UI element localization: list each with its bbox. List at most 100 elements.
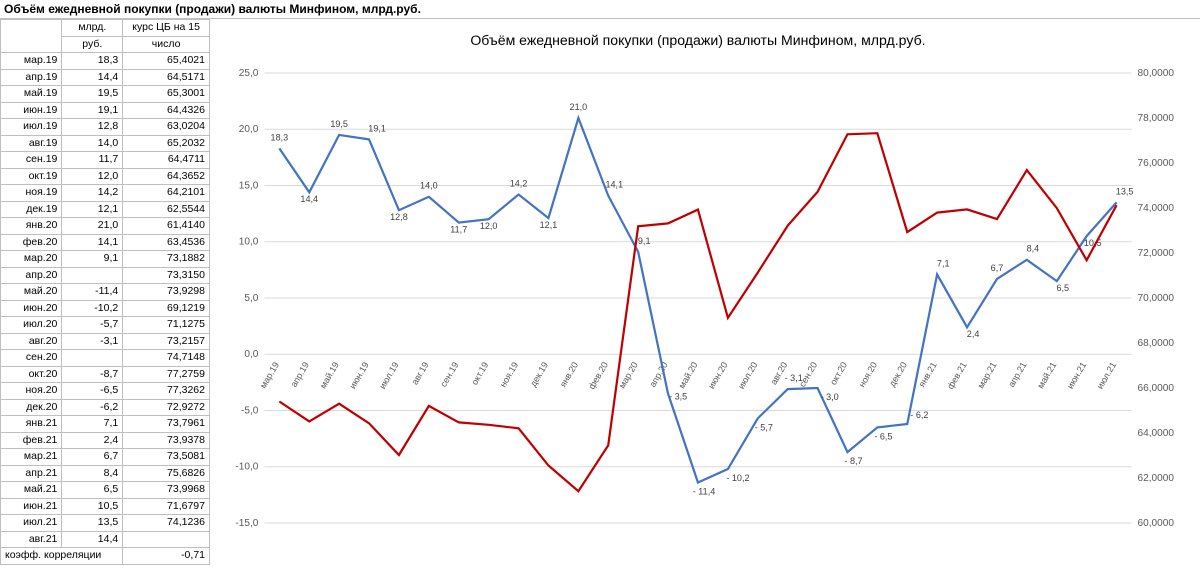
table-cell: 11,7 (62, 152, 123, 169)
y1-tick-label: -5,0 (241, 406, 259, 417)
x-tick-label: май.19 (318, 360, 341, 390)
table-cell: -6,5 (62, 383, 123, 400)
y1-tick-label: 20,0 (239, 124, 259, 135)
table-cell: 13,5 (62, 515, 123, 532)
table-cell: апр.20 (1, 267, 62, 284)
data-label: - 10,2 (726, 473, 749, 483)
table-row: мар.216,773,5081 (1, 449, 210, 466)
x-tick-label: ноя.20 (857, 360, 879, 389)
table-cell: 77,2759 (123, 366, 210, 383)
table-row: апр.1914,464,5171 (1, 69, 210, 86)
table-cell: 14,1 (62, 234, 123, 251)
table-row: ноя.20-6,577,3262 (1, 383, 210, 400)
table-cell: -3,1 (62, 333, 123, 350)
table-cell: 64,5171 (123, 69, 210, 86)
table-cell: янв.20 (1, 218, 62, 235)
table-cell: 12,8 (62, 119, 123, 136)
table-cell: 77,3262 (123, 383, 210, 400)
table-row: ноя.1914,264,2101 (1, 185, 210, 202)
table-cell: 63,4536 (123, 234, 210, 251)
table-cell: 64,2101 (123, 185, 210, 202)
table-cell: июн.19 (1, 102, 62, 119)
data-label: 14,0 (420, 181, 438, 191)
data-label: - 5,7 (755, 422, 773, 432)
table-cell (123, 531, 210, 548)
correlation-row: коэфф. корреляции-0,71 (1, 548, 210, 565)
y1-tick-label: 25,0 (239, 68, 259, 79)
table-cell: 71,1275 (123, 317, 210, 334)
y1-tick-label: -10,0 (235, 462, 258, 473)
page-title: Объём ежедневной покупки (продажи) валют… (0, 0, 1200, 19)
table-cell: 64,3652 (123, 168, 210, 185)
data-label: 6,5 (1057, 283, 1070, 293)
x-tick-label: ноя.19 (498, 360, 520, 389)
table-cell: 64,4711 (123, 152, 210, 169)
x-tick-label: июл.19 (377, 360, 400, 390)
table-cell: 7,1 (62, 416, 123, 433)
table-row: окт.1912,064,3652 (1, 168, 210, 185)
table-cell: 12,0 (62, 168, 123, 185)
data-label: 11,7 (450, 225, 467, 235)
table-cell: -6,2 (62, 399, 123, 416)
table-cell: авг.21 (1, 531, 62, 548)
data-label: - 3,5 (669, 392, 687, 402)
table-cell: 12,1 (62, 201, 123, 218)
data-label: 12,8 (390, 212, 408, 222)
table-cell: -10,2 (62, 300, 123, 317)
table-cell: 73,9298 (123, 284, 210, 301)
data-label: 12,1 (540, 220, 558, 230)
table-row: авг.1914,065,2032 (1, 135, 210, 152)
table-cell: 61,4140 (123, 218, 210, 235)
table-row: июн.20-10,269,1219 (1, 300, 210, 317)
data-label: - 11,4 (693, 487, 715, 497)
table-cell: 10,5 (62, 498, 123, 515)
table-cell: 6,7 (62, 449, 123, 466)
table-cell: -5,7 (62, 317, 123, 334)
table-row: фев.212,473,9378 (1, 432, 210, 449)
x-tick-label: мар.21 (976, 360, 999, 390)
y2-tick-label: 60,0000 (1138, 518, 1175, 529)
x-tick-label: апр.21 (1006, 360, 1028, 389)
table-cell: 74,1236 (123, 515, 210, 532)
data-label: - 6,2 (910, 410, 928, 420)
table-cell: 73,9378 (123, 432, 210, 449)
x-tick-label: июл.20 (736, 360, 759, 390)
table-cell: окт.20 (1, 366, 62, 383)
table-cell: 75,6826 (123, 465, 210, 482)
table-cell: 6,5 (62, 482, 123, 499)
table-cell: 63,0204 (123, 119, 210, 136)
table-cell: 71,6797 (123, 498, 210, 515)
table-row: июл.1912,863,0204 (1, 119, 210, 136)
table-cell: авг.20 (1, 333, 62, 350)
series-volume (279, 118, 1116, 483)
table-row: сен.2074,7148 (1, 350, 210, 367)
table-row: апр.218,475,6826 (1, 465, 210, 482)
table-cell: фев.21 (1, 432, 62, 449)
x-tick-label: дек.20 (887, 360, 909, 388)
table-cell: июн.21 (1, 498, 62, 515)
table-cell: апр.19 (1, 69, 62, 86)
table-cell: 65,4021 (123, 53, 210, 70)
data-label: 8,4 (1027, 244, 1040, 254)
table-row: дек.1912,162,5544 (1, 201, 210, 218)
y2-tick-label: 74,0000 (1138, 203, 1175, 214)
y1-tick-label: 10,0 (239, 237, 259, 248)
table-cell: 69,1219 (123, 300, 210, 317)
y2-tick-label: 80,0000 (1138, 68, 1175, 79)
table-row: сен.1911,764,4711 (1, 152, 210, 169)
x-tick-label: авг.19 (410, 360, 431, 386)
x-tick-label: сен.19 (438, 360, 460, 388)
layout: млрд. курс ЦБ на 15 руб. число мар.1918,… (0, 19, 1200, 577)
table-cell: авг.19 (1, 135, 62, 152)
data-label: - 6,5 (874, 431, 892, 441)
x-tick-label: окт.20 (828, 360, 849, 386)
table-cell: май.21 (1, 482, 62, 499)
table-cell: 73,9968 (123, 482, 210, 499)
table-cell: 62,5544 (123, 201, 210, 218)
table-cell (62, 350, 123, 367)
x-tick-label: май.20 (677, 360, 700, 390)
series-rate (279, 133, 1116, 491)
table-cell: июл.19 (1, 119, 62, 136)
table-cell: 2,4 (62, 432, 123, 449)
data-label: 6,7 (991, 263, 1004, 273)
